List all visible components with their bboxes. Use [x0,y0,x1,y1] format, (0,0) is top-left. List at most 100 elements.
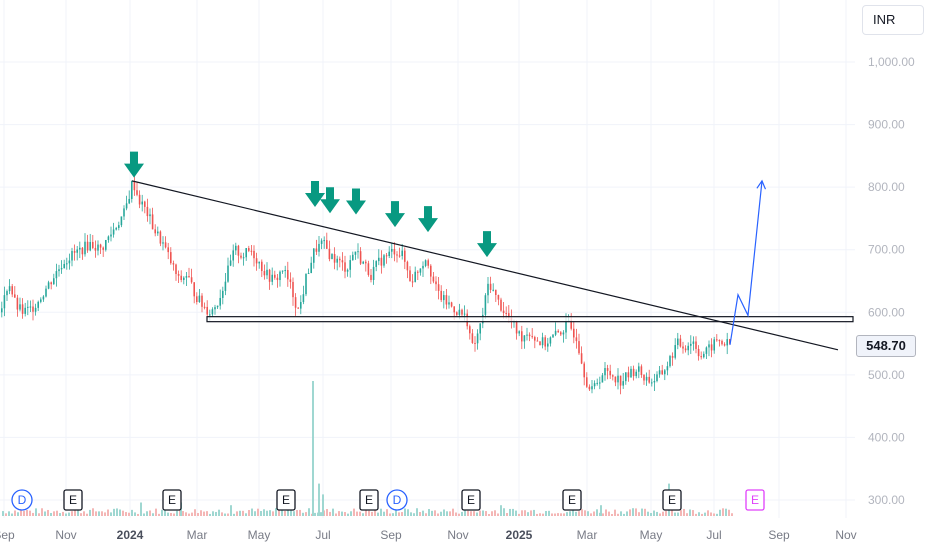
volume-bar [515,510,517,516]
volume-bar [83,511,85,516]
earnings-badge[interactable]: E [662,489,682,511]
candle-body [677,338,679,346]
volume-bar [80,513,82,516]
candle-body [393,248,396,255]
candle-body [645,376,648,381]
event-letter: E [668,493,676,507]
candle-body [14,294,16,298]
volume-bar [116,508,118,516]
volume-bar [248,510,250,516]
volume-bar [257,508,259,516]
volume-bar [8,511,10,516]
volume-bar [2,511,4,516]
drawn-lines[interactable] [131,179,839,351]
volume-bar [152,513,154,516]
volume-bar [302,512,304,516]
dividend-badge[interactable]: D [386,489,408,511]
volume-bar [11,513,13,516]
volume-bar [578,511,580,516]
candle-body [84,241,86,255]
candle-body [606,368,609,371]
support-zone-rect[interactable] [206,316,854,323]
trendline[interactable] [131,180,839,351]
candle-body [718,340,721,342]
candle-body [151,214,154,230]
candle-body [141,201,143,205]
candle-body [344,262,346,272]
projection-line[interactable] [729,180,763,345]
volume-bar [347,513,349,516]
candle-body [250,250,253,252]
candle-body [271,274,273,282]
volume-bar [665,510,667,516]
time-axis[interactable]: Sep Nov 2024 Mar May Jul Sep Nov 2025 Mar May Jul Se… [0,528,857,542]
candle-body [651,382,653,384]
candle-body [424,260,427,266]
volume-bar [233,513,235,516]
candle-body [614,376,617,383]
y-tick-label: 900.00 [868,118,905,132]
candle-body [68,260,71,264]
candle-body [435,281,437,285]
candle-body [138,194,141,205]
candle-body [1,308,3,313]
volume-bar [644,508,646,516]
volume-bar [638,512,640,516]
volume-bar [167,512,169,516]
candle-body [6,291,8,296]
candle-body [19,304,21,310]
candle-body [458,309,461,315]
candle-body [123,208,125,217]
event-letter: E [365,493,373,507]
volume-bar [146,511,148,516]
candle-body [547,343,549,347]
earnings-badge[interactable]: E [276,489,296,511]
volume-bar [707,510,709,516]
candle-body [697,348,700,357]
dividend-badge[interactable]: D [11,489,33,511]
volume-bar [35,508,37,516]
candle-body [227,265,229,282]
volume-bar [368,510,370,516]
candle-body [723,344,726,346]
volume-bar [329,511,331,516]
volume-bar [635,508,637,516]
volume-bar [65,513,67,516]
volume-bar [710,512,712,516]
candle-body [622,381,624,386]
volume-bar [506,512,508,516]
candle-body [417,271,419,273]
upcoming-earnings-badge[interactable]: E [745,489,765,511]
candle-body [432,276,435,282]
volume-bar [107,509,109,516]
volume-bar [440,511,442,516]
volume-bar [191,512,193,516]
candle-body [682,346,684,349]
candle-body [536,340,539,342]
earnings-badge[interactable]: E [461,489,481,511]
volume-bar [401,512,403,516]
candle-body [120,216,123,226]
earnings-badge[interactable]: E [562,489,582,511]
candle-body [292,281,294,298]
volume-bar [458,513,460,516]
volume-bar [530,510,532,516]
earnings-badge[interactable]: E [162,489,182,511]
volume-bar [215,511,217,516]
volume-bar [620,511,622,516]
volume-bar [413,513,415,516]
candle-body [404,250,406,262]
candle-body [315,248,318,252]
volume-bar [158,513,160,516]
support-zone[interactable] [206,316,854,323]
earnings-badge[interactable]: E [359,489,379,511]
candle-body [276,277,279,281]
volume-bar [518,513,520,516]
candle-body [450,302,453,307]
candle-body [437,284,440,291]
currency-selector[interactable]: INR [862,5,924,35]
earnings-badge[interactable]: E [63,489,83,511]
price-axis[interactable]: 1,000.00 900.00 800.00 700.00 600.00 500.00 40… [868,55,915,507]
